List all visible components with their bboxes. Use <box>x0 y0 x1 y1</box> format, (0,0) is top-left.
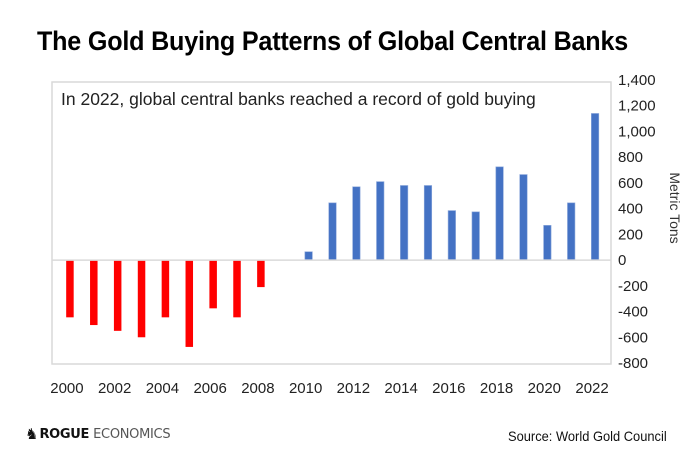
rogue-economics-logo: ♞ ROGUE ECONOMICS <box>25 425 171 443</box>
bar-2016 <box>447 210 456 261</box>
x-tick-label: 2002 <box>98 380 131 397</box>
bar-2006 <box>209 260 217 309</box>
bar-2010 <box>304 251 313 261</box>
brand-secondary: ECONOMICS <box>93 427 171 442</box>
bar-2004 <box>161 260 170 318</box>
y-tick-label: 600 <box>618 175 643 192</box>
y-tick-label: 1,200 <box>618 98 656 115</box>
x-tick-label: 2008 <box>241 380 274 397</box>
x-tick-label: 2012 <box>337 380 370 397</box>
bar-2000 <box>66 260 74 318</box>
bar-2014 <box>400 185 409 261</box>
bar-2015 <box>423 185 433 261</box>
y-tick-label: 1,400 <box>618 72 656 89</box>
bar-2003 <box>137 260 146 338</box>
x-tick-label: 2018 <box>480 380 513 397</box>
y-tick-label: 0 <box>618 252 626 269</box>
y-tick-label: -200 <box>618 278 648 295</box>
bar-2011 <box>328 202 337 261</box>
bar-2013 <box>376 181 385 261</box>
x-tick-label: 2000 <box>50 380 83 397</box>
chess-knight-icon: ♞ <box>25 425 39 443</box>
bar-2020 <box>543 225 552 261</box>
bar-2005 <box>185 260 194 347</box>
x-tick-label: 2016 <box>432 380 465 397</box>
y-tick-label: 400 <box>618 201 643 218</box>
y-tick-label: 1,000 <box>618 123 656 140</box>
bar-2012 <box>352 186 361 261</box>
x-tick-label: 2010 <box>289 380 322 397</box>
x-tick-label: 2020 <box>528 380 561 397</box>
bar-2007 <box>233 260 241 318</box>
x-tick-label: 2006 <box>193 380 226 397</box>
chart-annotation: In 2022, global central banks reached a … <box>61 89 536 109</box>
x-axis-ticks: 2000 2002 2004 2006 2008 2010 2012 2014 2016 2018… <box>50 380 609 397</box>
bar-series <box>66 113 600 347</box>
y-tick-label: 800 <box>618 149 643 166</box>
bar-2002 <box>113 260 122 331</box>
y-tick-label: -400 <box>618 304 648 321</box>
y-tick-label: 200 <box>618 226 643 243</box>
x-tick-label: 2004 <box>146 380 179 397</box>
bar-2021 <box>567 202 576 261</box>
x-tick-label: 2022 <box>575 380 608 397</box>
y-tick-label: -800 <box>618 355 648 372</box>
plot-area-border <box>51 81 612 365</box>
bar-2019 <box>519 174 528 261</box>
y-axis-ticks: 1,400 1,200 1,000 800 600 400 200 0 -200 -400 -600… <box>618 72 656 372</box>
y-tick-label: -600 <box>618 329 648 346</box>
bar-2022 <box>591 113 600 261</box>
source-note: Source: World Gold Council <box>508 428 667 444</box>
x-tick-label: 2014 <box>384 380 417 397</box>
bar-2008 <box>257 260 265 288</box>
bar-2001 <box>90 260 98 326</box>
chart-title: The Gold Buying Patterns of Global Centr… <box>37 26 629 56</box>
brand-primary: ROGUE <box>39 427 90 442</box>
bar-2018 <box>495 166 504 261</box>
y-axis-title: Metric Tons <box>667 172 683 243</box>
bar-2017 <box>471 211 480 261</box>
